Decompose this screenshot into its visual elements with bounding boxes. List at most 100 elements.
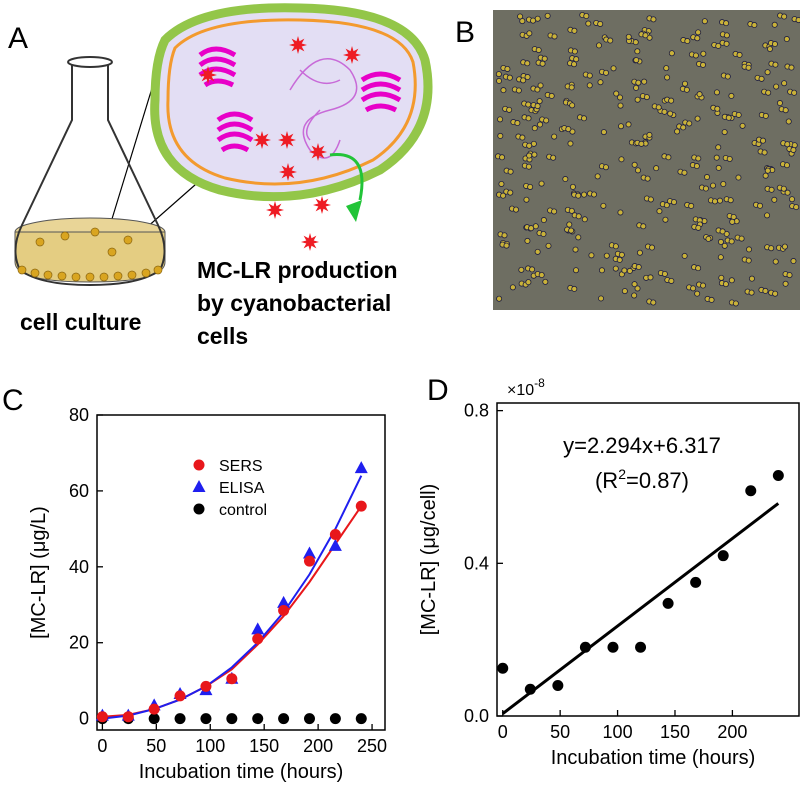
panel-label: C <box>2 384 24 417</box>
cell-dot <box>524 74 531 81</box>
cell-dot <box>692 52 699 59</box>
cell-dot <box>646 131 653 138</box>
cell-dot <box>610 65 617 72</box>
cell-dot <box>768 186 775 193</box>
cell-dot <box>643 94 650 101</box>
x-axis-label: Incubation time (hours) <box>551 747 756 769</box>
cell-dot <box>586 82 593 89</box>
cell-dot <box>612 265 619 272</box>
cell-dot <box>665 154 672 161</box>
cell-dot <box>729 218 736 225</box>
cell-dot <box>723 40 730 47</box>
cell-dot <box>602 164 609 171</box>
cell-dot <box>603 252 610 259</box>
cell-dot <box>702 185 709 192</box>
cell-dot <box>694 115 701 122</box>
cell-dot <box>586 72 593 79</box>
cell-dot <box>681 80 688 87</box>
fit-line <box>501 502 780 715</box>
cell-dot <box>725 114 732 121</box>
cell-dot <box>567 140 574 147</box>
cell-dot <box>588 252 595 259</box>
cell-dot <box>771 21 778 28</box>
cell-dot <box>618 156 625 163</box>
toxin-markers <box>199 36 361 251</box>
cell-dot <box>631 292 638 299</box>
cell-dot <box>738 235 745 242</box>
toxin-star <box>289 36 307 54</box>
cell-dot <box>717 238 724 245</box>
cell-dot <box>762 172 769 179</box>
cell-dot <box>772 61 779 68</box>
cell-dot <box>534 248 541 255</box>
cell-dot <box>700 50 707 57</box>
cell-dot <box>662 216 669 223</box>
cell-dot <box>537 82 544 89</box>
cell-dot <box>625 121 632 128</box>
cell-dot <box>537 121 544 128</box>
cell-dot <box>551 33 558 40</box>
cell-dot <box>573 56 580 63</box>
cell-dot <box>631 281 638 288</box>
cell-dot <box>618 251 625 258</box>
cell-dot <box>730 213 737 220</box>
y-tick-label: 0.8 <box>464 401 489 421</box>
cell-dot <box>790 146 797 153</box>
cell-dot <box>721 242 728 249</box>
cell-dot <box>644 175 651 182</box>
cell-dot <box>688 202 695 209</box>
plot-frame <box>496 402 800 717</box>
cell-dot <box>773 83 780 90</box>
cell-dot <box>569 102 576 109</box>
cell-dot <box>746 246 753 253</box>
cell-dot <box>612 243 619 250</box>
cell-dot <box>531 125 538 132</box>
data-point <box>226 713 238 725</box>
cell-dot <box>695 29 702 36</box>
cell-dot <box>718 274 725 281</box>
cell-dot <box>529 266 536 273</box>
cell-dot <box>500 192 507 199</box>
x-axis-label: Incubation time (hours) <box>139 761 344 783</box>
cell-dot <box>540 231 547 238</box>
cell-dot <box>495 71 502 78</box>
cell-dot <box>497 116 504 123</box>
cell-dot <box>617 102 624 109</box>
data-point <box>607 641 619 653</box>
cell-dot <box>500 87 507 94</box>
panel-label: D <box>427 374 449 407</box>
cell-dot <box>594 173 601 180</box>
cell-dot <box>790 258 797 265</box>
cell-dot <box>720 181 727 188</box>
cell-dot <box>667 110 674 117</box>
fit-curve <box>102 505 363 718</box>
cell-dot <box>607 37 614 44</box>
cell-dot <box>695 224 702 231</box>
cell-dot <box>726 155 733 162</box>
cell-dot <box>569 183 576 190</box>
data-point <box>579 641 591 653</box>
cell-dot <box>663 65 670 72</box>
data-point <box>497 662 509 674</box>
data-point <box>200 680 212 692</box>
cell-dot <box>597 20 604 27</box>
x-tick-label: 50 <box>550 722 570 742</box>
cell-dot <box>739 122 746 129</box>
toxin-star <box>313 196 331 214</box>
cell-dot <box>782 107 789 114</box>
toxin-star <box>309 143 327 161</box>
data-point <box>122 711 134 723</box>
cell-dot <box>668 50 675 57</box>
cell-dot <box>694 290 701 297</box>
cell-dot <box>524 60 531 67</box>
cell-dot <box>518 266 525 273</box>
cell-dot <box>526 152 533 159</box>
cell-dot <box>581 191 588 198</box>
cell-dot <box>771 196 778 203</box>
cell-dot <box>598 267 605 274</box>
y-tick-label: 0.4 <box>464 553 489 573</box>
cell-dot <box>640 223 647 230</box>
data-point <box>302 546 316 559</box>
cell-dot <box>723 32 730 39</box>
cell-dot <box>783 36 790 43</box>
